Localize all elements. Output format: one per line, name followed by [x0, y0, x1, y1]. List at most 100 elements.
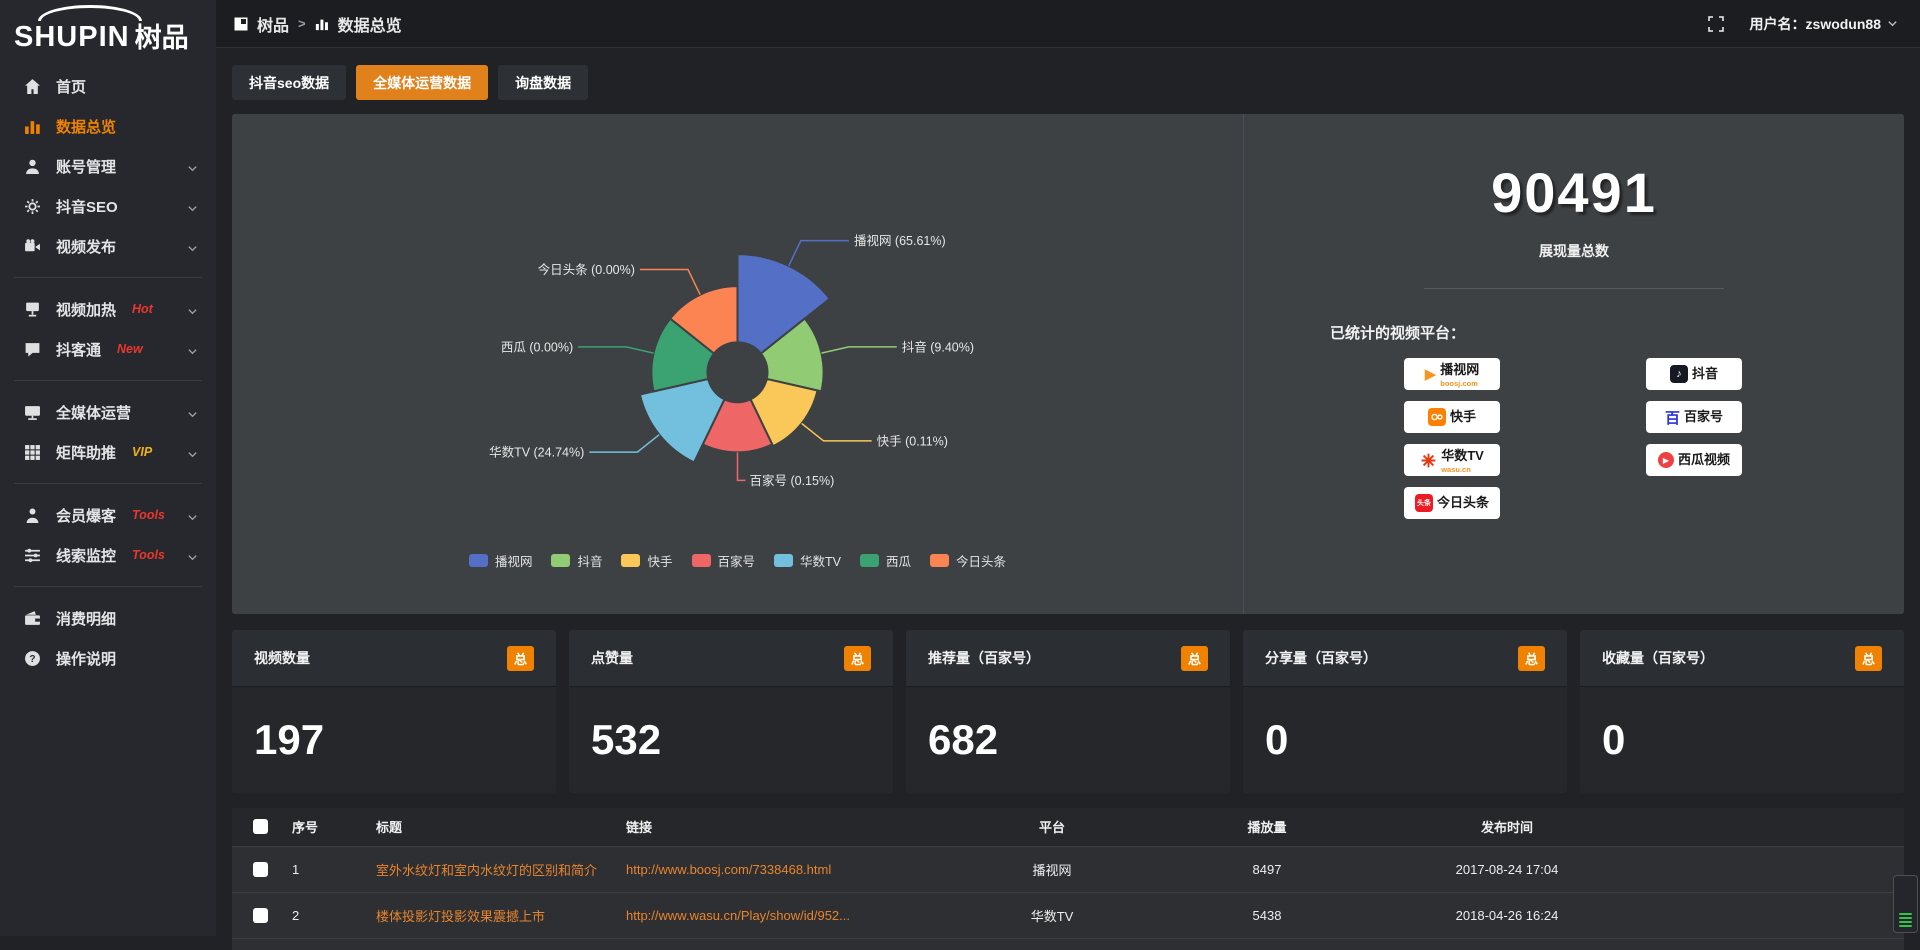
total-badge: 总	[507, 646, 534, 671]
legend-item-抖音[interactable]: 抖音	[551, 551, 602, 570]
video-title-link[interactable]: 楼体投影灯投影效果震撼上市	[372, 892, 622, 938]
legend-item-今日头条[interactable]: 今日头条	[930, 551, 1006, 570]
sidebar-item-help[interactable]: ?操作说明	[0, 638, 216, 678]
total-badge: 总	[1518, 646, 1545, 671]
sidebar-item-home[interactable]: 首页	[0, 66, 216, 106]
screen-icon	[24, 301, 41, 318]
sidebar-item-data-overview[interactable]: 数据总览	[0, 106, 216, 146]
breadcrumb: 树品 > 数据总览	[234, 12, 402, 36]
platform-subtext: wasu.cn	[1441, 465, 1484, 474]
legend-label: 华数TV	[800, 551, 841, 570]
breadcrumb-separator: >	[298, 16, 306, 31]
floating-widget[interactable]	[1893, 875, 1918, 933]
sidebar-item-video-publish[interactable]: 视频发布	[0, 226, 216, 266]
sidebar-item-label: 抖音SEO	[56, 196, 118, 217]
gear-icon	[24, 198, 41, 215]
video-url-link[interactable]: http://www.boosj.com/7338468.html	[622, 846, 952, 892]
platform-badge-text: 西瓜视频	[1678, 451, 1730, 469]
widget-bar	[1899, 925, 1912, 927]
logo-text-en: SHUPIN	[14, 23, 130, 52]
widget-bar	[1899, 913, 1912, 915]
stat-card-header: 分享量（百家号）总	[1243, 630, 1567, 686]
sidebar-item-label: 线索监控	[56, 545, 116, 566]
chevron-down-icon	[187, 304, 198, 315]
chevron-down-icon	[187, 550, 198, 561]
row-checkbox[interactable]	[253, 862, 268, 877]
shupin-square-icon	[234, 17, 248, 31]
legend-item-播视网[interactable]: 播视网	[469, 551, 533, 570]
legend-swatch	[930, 554, 949, 567]
cell-empty	[1382, 938, 1632, 950]
wasu-star-icon	[1420, 452, 1437, 469]
cell-empty	[1152, 938, 1382, 950]
legend-item-快手[interactable]: 快手	[621, 551, 672, 570]
platform-badge-text: 今日头条	[1437, 494, 1489, 512]
row-checkbox[interactable]	[253, 908, 268, 923]
legend-item-华数TV[interactable]: 华数TV	[774, 551, 841, 570]
cell-empty	[622, 938, 952, 950]
tab-0[interactable]: 抖音seo数据	[232, 65, 346, 100]
col-header-2: 链接	[622, 808, 952, 846]
total-impressions-value: 90491	[1244, 160, 1904, 225]
stat-card-value: 682	[906, 686, 1230, 793]
grid-icon	[24, 444, 41, 461]
legend-swatch	[551, 554, 570, 567]
platform-name: 华数TV	[1441, 448, 1484, 463]
rose-chart[interactable]: 播视网 (65.61%)抖音 (9.40%)快手 (0.11%)百家号 (0.1…	[232, 114, 1243, 614]
table-row-partial	[232, 938, 1904, 950]
video-title-link[interactable]: 室外水纹灯和室内水纹灯的区别和简介	[372, 846, 622, 892]
video-icon	[24, 238, 41, 255]
sidebar-item-label: 会员爆客	[56, 505, 116, 526]
slice-label-西瓜: 西瓜 (0.00%)	[501, 340, 573, 354]
sidebar-item-douyin-seo[interactable]: 抖音SEO	[0, 186, 216, 226]
breadcrumb-current[interactable]: 数据总览	[338, 12, 402, 36]
breadcrumb-root[interactable]: 树品	[257, 12, 289, 36]
cell-empty	[952, 938, 1152, 950]
platform-badge-toutiao: 头条今日头条	[1404, 487, 1500, 519]
username-label: 用户名：zswodun88	[1750, 14, 1881, 34]
legend-label: 今日头条	[956, 551, 1006, 570]
legend-item-西瓜[interactable]: 西瓜	[860, 551, 911, 570]
stat-card-title: 视频数量	[254, 648, 310, 668]
sidebar-item-account-manage[interactable]: 账号管理	[0, 146, 216, 186]
toutiao-icon: 头条	[1415, 494, 1433, 512]
question-icon: ?	[24, 650, 41, 667]
sidebar-item-consume-detail[interactable]: 消费明细	[0, 598, 216, 638]
col-header-spacer	[1632, 808, 1904, 846]
col-header-1: 标题	[372, 808, 622, 846]
legend-label: 抖音	[577, 551, 602, 570]
col-header-5: 发布时间	[1382, 808, 1632, 846]
legend-item-百家号[interactable]: 百家号	[692, 551, 756, 570]
label-line-西瓜	[578, 347, 653, 353]
platform-name: 今日头条	[1437, 495, 1489, 510]
tab-1[interactable]: 全媒体运营数据	[356, 65, 488, 100]
sidebar-item-label: 账号管理	[56, 156, 116, 177]
row-select-cell	[232, 892, 288, 938]
sidebar-item-omnimedia[interactable]: 全媒体运营	[0, 392, 216, 432]
tab-2[interactable]: 询盘数据	[498, 65, 588, 100]
cell-empty	[1632, 938, 1904, 950]
cell-spacer	[1632, 846, 1904, 892]
user-menu[interactable]: 用户名：zswodun88	[1750, 14, 1898, 34]
stat-card-header: 视频数量 总	[232, 630, 556, 686]
fullscreen-icon[interactable]	[1708, 16, 1724, 32]
legend-label: 西瓜	[886, 551, 911, 570]
select-all-checkbox[interactable]	[253, 819, 268, 834]
label-line-华数TV	[589, 435, 659, 452]
video-url-link[interactable]: http://www.wasu.cn/Play/show/id/952...	[622, 892, 952, 938]
legend-swatch	[621, 554, 640, 567]
stat-card-value: 0	[1580, 686, 1904, 793]
main-content: 抖音seo数据全媒体运营数据询盘数据 播视网 (65.61%)抖音 (9.40%…	[216, 49, 1920, 936]
